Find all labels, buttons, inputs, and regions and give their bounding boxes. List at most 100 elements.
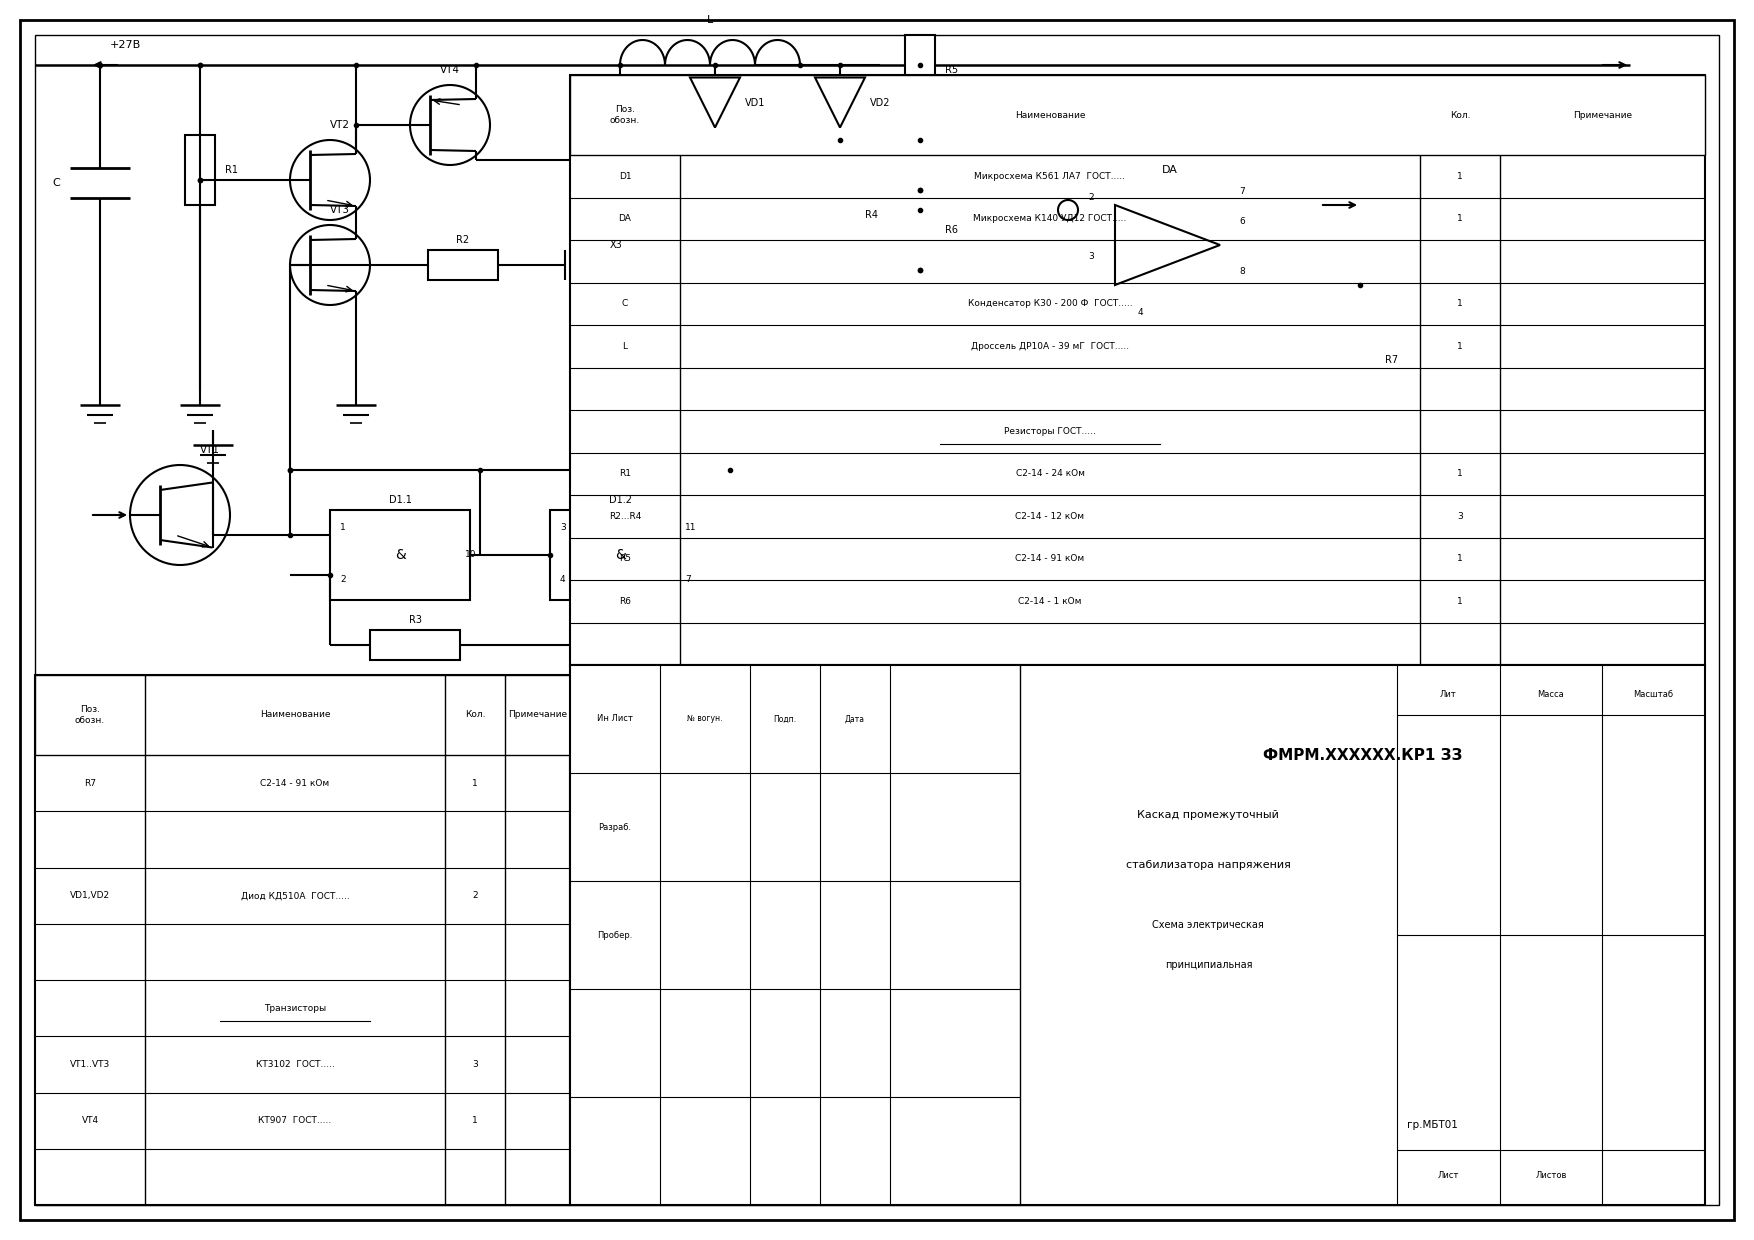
Text: Примечание: Примечание bbox=[1573, 110, 1631, 119]
Bar bbox=[330, 510, 470, 600]
Text: C: C bbox=[53, 177, 60, 187]
Text: &: & bbox=[614, 548, 626, 562]
Bar bbox=[570, 74, 1705, 155]
Bar bbox=[1080, 185, 1259, 305]
Text: Микросхема К561 ЛА7  ГОСТ.....: Микросхема К561 ЛА7 ГОСТ..... bbox=[975, 172, 1126, 181]
Text: Кол.: Кол. bbox=[1451, 110, 1470, 119]
Text: Дроссель ДР10А - 39 мГ  ГОСТ.....: Дроссель ДР10А - 39 мГ ГОСТ..... bbox=[972, 342, 1130, 351]
Text: Конденсатор К30 - 200 Ф  ГОСТ.....: Конденсатор К30 - 200 Ф ГОСТ..... bbox=[968, 299, 1133, 309]
Bar bbox=[35, 675, 570, 755]
Text: 1: 1 bbox=[472, 1116, 477, 1125]
Bar bbox=[35, 675, 570, 1205]
Text: 2: 2 bbox=[340, 575, 346, 584]
Text: 4: 4 bbox=[1138, 309, 1144, 317]
Text: 11: 11 bbox=[686, 523, 696, 532]
Bar bbox=[570, 665, 1705, 1205]
Bar bbox=[824, 180, 854, 250]
Text: 2: 2 bbox=[1087, 192, 1094, 201]
Text: Дата: Дата bbox=[845, 714, 865, 723]
Text: Ин Лист: Ин Лист bbox=[596, 714, 633, 723]
Text: L: L bbox=[623, 342, 628, 351]
Text: С2-14 - 91 кОм: С2-14 - 91 кОм bbox=[1016, 554, 1084, 563]
Text: 3: 3 bbox=[1458, 512, 1463, 521]
Text: R4: R4 bbox=[865, 210, 879, 219]
Text: 8: 8 bbox=[1240, 268, 1245, 277]
Text: 3: 3 bbox=[560, 523, 567, 532]
Text: С2-14 - 24 кОм: С2-14 - 24 кОм bbox=[1016, 469, 1084, 479]
Text: R1: R1 bbox=[619, 469, 631, 479]
Bar bbox=[551, 510, 689, 600]
Text: C: C bbox=[623, 299, 628, 309]
Text: 2: 2 bbox=[472, 892, 477, 900]
Text: R6: R6 bbox=[945, 224, 958, 236]
Text: R5: R5 bbox=[945, 64, 958, 74]
Text: стабилизатора напряжения: стабилизатора напряжения bbox=[1126, 861, 1291, 870]
Text: 4: 4 bbox=[560, 575, 565, 584]
Text: Масса: Масса bbox=[1538, 691, 1565, 699]
Text: Масштаб: Масштаб bbox=[1633, 691, 1673, 699]
Text: Листов: Листов bbox=[1535, 1171, 1566, 1179]
Text: R7: R7 bbox=[1386, 355, 1398, 365]
Text: № вогун.: № вогун. bbox=[688, 714, 723, 723]
Text: Схема электрическая: Схема электрическая bbox=[1152, 920, 1265, 930]
Text: ФМРМ.XXXXXX.КР1 ЗЗ: ФМРМ.XXXXXX.КР1 ЗЗ bbox=[1263, 748, 1463, 763]
Text: принципиальная: принципиальная bbox=[1165, 960, 1252, 970]
Text: R2: R2 bbox=[456, 236, 468, 246]
Text: гр.МБТ01: гр.МБТ01 bbox=[1407, 1120, 1458, 1130]
Bar bbox=[1345, 325, 1375, 396]
Text: 1: 1 bbox=[340, 523, 346, 532]
Text: 10: 10 bbox=[465, 551, 477, 559]
Text: VT1: VT1 bbox=[200, 445, 219, 455]
Bar bbox=[905, 195, 935, 265]
Text: &: & bbox=[395, 548, 405, 562]
Text: 7: 7 bbox=[686, 575, 691, 584]
Text: Лист: Лист bbox=[1438, 1171, 1459, 1179]
Text: 3: 3 bbox=[472, 1060, 477, 1069]
Text: Примечание: Примечание bbox=[509, 711, 567, 719]
Text: 1: 1 bbox=[1458, 554, 1463, 563]
Text: С2-14 - 1 кОм: С2-14 - 1 кОм bbox=[1019, 596, 1082, 606]
Text: R7: R7 bbox=[84, 779, 96, 787]
Text: +27B: +27B bbox=[111, 40, 142, 50]
Text: VT1..VT3: VT1..VT3 bbox=[70, 1060, 111, 1069]
Text: VT4: VT4 bbox=[440, 64, 460, 74]
Text: С2-14 - 12 кОм: С2-14 - 12 кОм bbox=[1016, 512, 1084, 521]
Text: 1: 1 bbox=[1458, 299, 1463, 309]
Text: 7: 7 bbox=[1240, 187, 1245, 196]
Text: R1: R1 bbox=[225, 165, 239, 175]
Text: Поз.
обозн.: Поз. обозн. bbox=[610, 105, 640, 125]
Text: DA: DA bbox=[1163, 165, 1179, 175]
Text: R2...R4: R2...R4 bbox=[609, 512, 642, 521]
Text: DA: DA bbox=[619, 215, 631, 223]
Text: КТ3102  ГОСТ.....: КТ3102 ГОСТ..... bbox=[256, 1060, 335, 1069]
Text: 3: 3 bbox=[1087, 253, 1094, 262]
Text: Наименование: Наименование bbox=[1016, 110, 1086, 119]
Text: R6: R6 bbox=[619, 596, 631, 606]
Text: D1.1: D1.1 bbox=[389, 495, 412, 505]
Text: Диод КД510А  ГОСТ.....: Диод КД510А ГОСТ..... bbox=[240, 892, 349, 900]
Text: R5: R5 bbox=[619, 554, 631, 563]
Text: VD2: VD2 bbox=[870, 98, 891, 108]
Bar bbox=[184, 135, 216, 205]
Text: VT2: VT2 bbox=[330, 120, 351, 130]
Text: Подп.: Подп. bbox=[774, 714, 796, 723]
Text: VD1: VD1 bbox=[745, 98, 765, 108]
Text: С2-14 - 91 кОм: С2-14 - 91 кОм bbox=[260, 779, 330, 787]
Text: Кол.: Кол. bbox=[465, 711, 486, 719]
Bar bbox=[370, 630, 460, 660]
Text: X3: X3 bbox=[610, 241, 623, 250]
Text: Разраб.: Разраб. bbox=[598, 822, 631, 832]
Text: 1: 1 bbox=[1458, 215, 1463, 223]
Text: 1: 1 bbox=[472, 779, 477, 787]
Text: D1: D1 bbox=[619, 172, 631, 181]
Text: VT4: VT4 bbox=[81, 1116, 98, 1125]
Text: Микросхема К140 УД12 ГОСТ.....: Микросхема К140 УД12 ГОСТ..... bbox=[973, 215, 1126, 223]
Text: КТ907  ГОСТ.....: КТ907 ГОСТ..... bbox=[258, 1116, 332, 1125]
Text: Каскад промежуточный: Каскад промежуточный bbox=[1137, 810, 1279, 820]
Bar bbox=[905, 35, 935, 105]
Text: D1.2: D1.2 bbox=[609, 495, 631, 505]
Bar bbox=[570, 74, 1705, 665]
Text: L: L bbox=[707, 15, 714, 25]
Text: Пробер.: Пробер. bbox=[598, 930, 633, 940]
Bar bbox=[428, 250, 498, 280]
